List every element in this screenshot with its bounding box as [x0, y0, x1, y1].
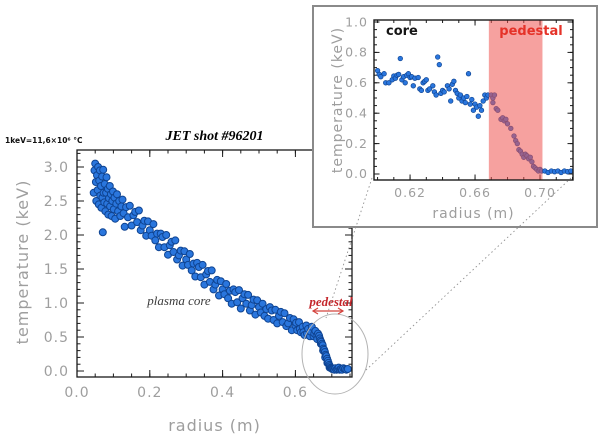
pedestal-band [488, 20, 543, 180]
svg-text:0.5: 0.5 [44, 330, 69, 346]
inset-pedestal-label: pedestal [499, 24, 563, 39]
svg-text:0.66: 0.66 [459, 185, 491, 200]
main-plot-title: JET shot #96201 [165, 129, 264, 144]
svg-text:1.0: 1.0 [345, 14, 368, 29]
svg-text:0.4: 0.4 [345, 105, 368, 120]
inset-core-label: core [386, 24, 418, 39]
svg-text:0.2: 0.2 [345, 136, 368, 151]
plot-frame [76, 149, 353, 378]
svg-text:0.0: 0.0 [345, 166, 368, 181]
svg-text:0.6: 0.6 [283, 385, 308, 401]
svg-text:1.0: 1.0 [44, 296, 69, 312]
svg-text:0.0: 0.0 [64, 385, 89, 401]
svg-text:0.62: 0.62 [394, 185, 426, 200]
pedestal-annotation-label: pedestal [309, 294, 353, 309]
inset-x-axis-label: radius (m) [432, 206, 515, 222]
svg-text:1.5: 1.5 [44, 262, 69, 278]
svg-text:0.0: 0.0 [44, 364, 69, 380]
tick-labels: 0.0 0.2 0.4 0.6 0.0 0.5 1.0 1.5 2.0 2.5 3.0 [44, 160, 308, 401]
svg-text:0.2: 0.2 [137, 385, 162, 401]
scatter-points [374, 54, 574, 176]
axis-ticks [76, 150, 352, 377]
svg-text:3.0: 3.0 [44, 160, 69, 176]
svg-text:0.70: 0.70 [524, 185, 556, 200]
main-x-axis-label: radius (m) [168, 416, 261, 435]
main-y-axis-label: temperature (keV) [13, 179, 32, 345]
inset-chart-svg: 0.62 0.66 0.70 0.0 0.2 0.4 0.6 0.8 1.0 [345, 14, 574, 200]
svg-text:2.5: 2.5 [44, 194, 69, 210]
svg-text:2.0: 2.0 [44, 228, 69, 244]
inset-y-axis-label: temperature (keV) [330, 26, 346, 174]
unit-conversion-note: 1keV=11,6×10⁶ °C [5, 136, 83, 145]
plasma-core-label: plasma core [147, 293, 211, 308]
svg-text:0.8: 0.8 [345, 45, 368, 60]
svg-text:0.4: 0.4 [210, 385, 235, 401]
inset-panel: 0.62 0.66 0.70 0.0 0.2 0.4 0.6 0.8 1.0 radius (m… [312, 5, 598, 228]
svg-text:0.6: 0.6 [345, 75, 368, 90]
